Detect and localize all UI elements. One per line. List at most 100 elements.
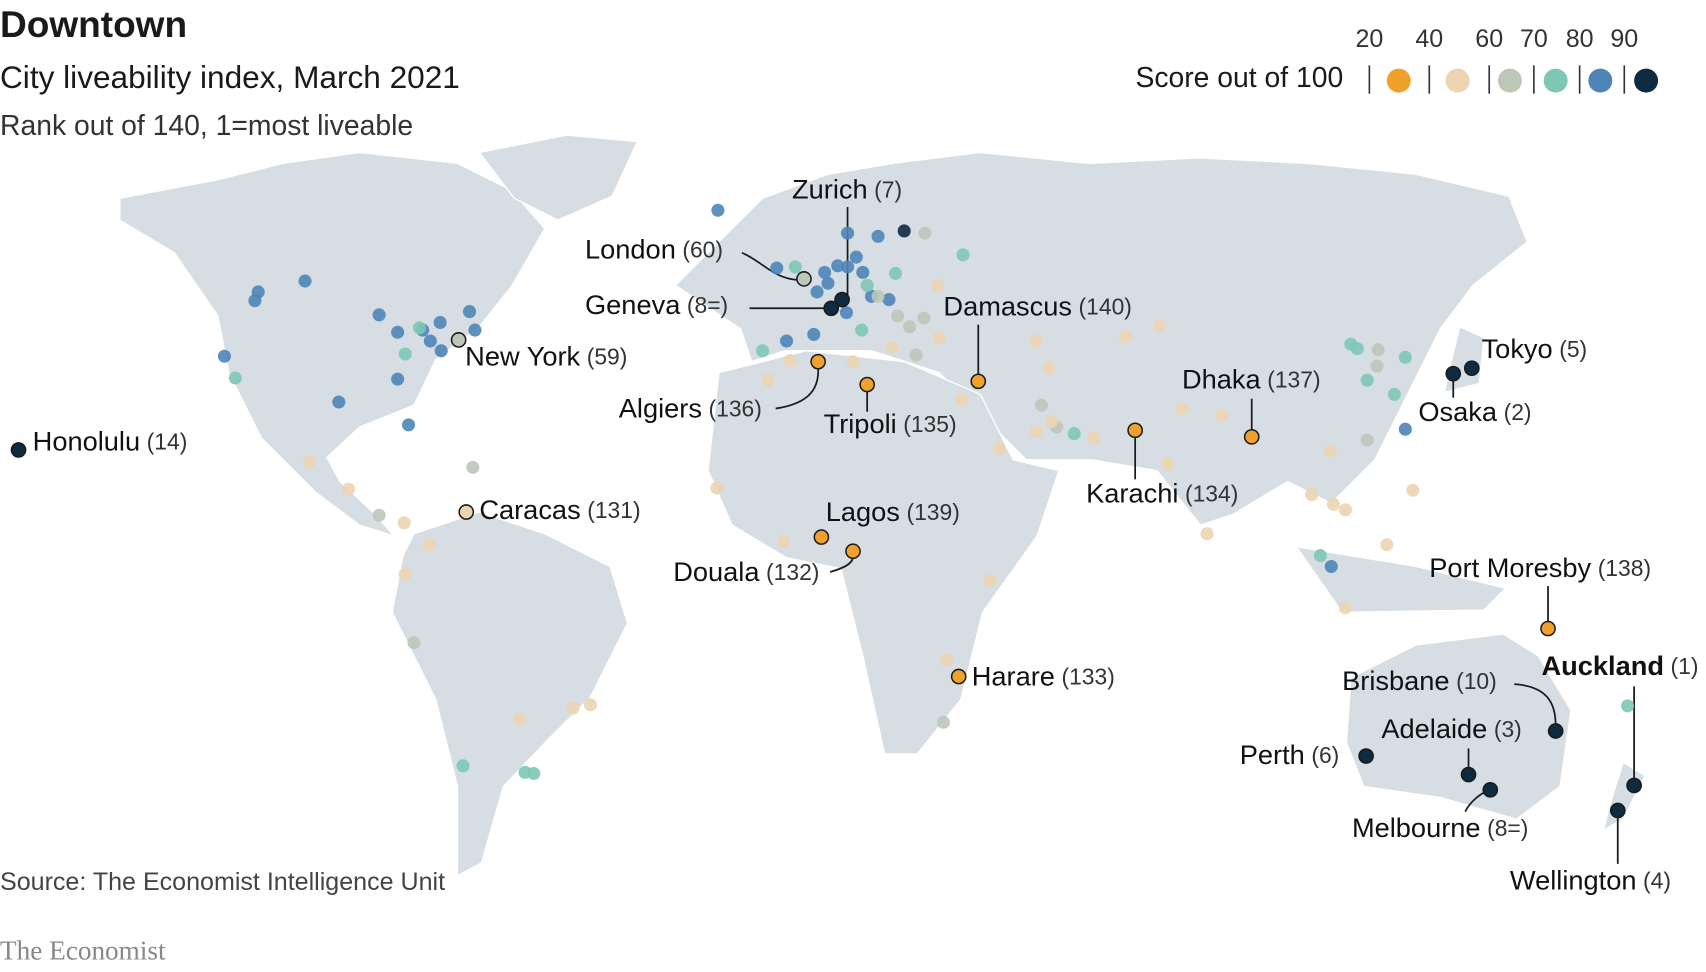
city-name: Osaka [1418, 396, 1498, 427]
city-dot [788, 260, 802, 274]
city-dot [1406, 483, 1420, 497]
city-label: Lagos (139) [826, 496, 960, 527]
city-dot [823, 300, 840, 317]
city-dot [882, 293, 896, 307]
city-dot [407, 636, 421, 650]
city-rank: (132) [766, 559, 819, 585]
city-label: Douala (132) [673, 556, 819, 587]
legend-swatch [1588, 68, 1613, 93]
city-dot [1034, 398, 1049, 412]
city-dot [834, 291, 850, 308]
city-dot [372, 308, 386, 322]
city-dot [810, 285, 824, 299]
city-rank: (136) [709, 396, 762, 422]
city-dot [527, 766, 541, 781]
city-dot [466, 460, 480, 474]
city-rank: (1) [1671, 653, 1699, 679]
city-dot [298, 274, 312, 288]
city-dot [248, 294, 262, 308]
city-dot [412, 321, 426, 335]
city-dot [845, 543, 861, 560]
city-dot [1358, 748, 1374, 764]
city-dot [1305, 488, 1319, 502]
city-label: Karachi (134) [1086, 478, 1238, 509]
city-name: Zurich [792, 174, 868, 205]
legend-swatch [1386, 68, 1411, 93]
city-label: Melbourne (8=) [1352, 812, 1528, 843]
city-rank: (14) [147, 428, 188, 454]
city-dot [398, 347, 412, 361]
city-dot [456, 759, 470, 773]
city-name: Karachi [1086, 478, 1178, 509]
city-rank: (10) [1456, 668, 1497, 694]
city-dot [583, 698, 597, 712]
city-name: Geneva [585, 289, 681, 320]
city-name: Melbourne [1352, 812, 1481, 843]
north-america [119, 151, 546, 538]
city-label: Wellington (4) [1510, 865, 1671, 896]
city-rank: (133) [1061, 664, 1114, 690]
city-name: Dhaka [1182, 363, 1262, 394]
leader-lines [741, 206, 1635, 864]
city-dot [1175, 401, 1189, 416]
eurasia [674, 151, 1529, 526]
city-dot [1338, 503, 1352, 517]
city-name: Honolulu [33, 426, 140, 457]
city-label: Damascus (140) [943, 290, 1131, 321]
city-rank: (137) [1267, 366, 1320, 392]
city-dot [756, 344, 770, 358]
africa [707, 350, 1060, 755]
city-dot [566, 701, 580, 715]
city-label: Adelaide (3) [1381, 713, 1521, 744]
city-dot [391, 372, 405, 386]
city-dot [1540, 620, 1556, 637]
city-dot [1626, 777, 1642, 794]
city-dot [1350, 342, 1364, 356]
city-dot [841, 226, 855, 240]
subtitle: City liveability index, March 2021 [0, 59, 460, 95]
city-dot [770, 261, 784, 275]
city-dot [932, 331, 946, 345]
city-dot [1087, 431, 1101, 445]
city-dot [970, 373, 987, 390]
city-rank: (135) [903, 411, 956, 437]
land [119, 134, 1646, 877]
city-dot [391, 325, 405, 339]
city-dot [10, 442, 27, 458]
city-rank: (6) [1311, 742, 1339, 768]
city-dot [1621, 699, 1635, 713]
city-label: Harare (133) [972, 661, 1115, 692]
legend-swatch [1634, 68, 1659, 93]
japan [1443, 325, 1485, 394]
city-dot [931, 278, 945, 292]
note: Rank out of 140, 1=most liveable [0, 110, 413, 142]
city-dot [332, 395, 346, 409]
city-label: Geneva (8=) [585, 289, 728, 320]
city-dot [710, 481, 724, 495]
city-dot [1215, 408, 1229, 422]
new-zealand [1602, 761, 1646, 832]
city-dot [909, 348, 923, 362]
legend-tick-label: 70 [1520, 25, 1548, 53]
city-label: Auckland (1) [1542, 650, 1699, 681]
city-name: Tokyo [1482, 333, 1553, 364]
city-dot [711, 203, 725, 217]
city-dot [434, 344, 448, 358]
city-dot [992, 442, 1006, 456]
city-dot [810, 353, 826, 370]
city-dot [1161, 457, 1175, 471]
city-name: Auckland [1542, 650, 1665, 681]
city-dot [1313, 549, 1327, 563]
city-dot [458, 504, 475, 520]
city-name: Caracas [479, 494, 580, 525]
city-label: Perth (6) [1240, 739, 1340, 770]
city-dot [1398, 422, 1412, 436]
city-name: Adelaide [1381, 713, 1487, 744]
city-dot [1387, 387, 1401, 401]
city-dot [1323, 444, 1337, 458]
city-dot [1547, 723, 1564, 739]
city-dot [780, 334, 794, 348]
city-dot [1067, 427, 1081, 441]
city-dot [302, 455, 316, 469]
city-labels: Honolulu (14) New York (59) Caracas (131) Lond… [33, 174, 1699, 896]
